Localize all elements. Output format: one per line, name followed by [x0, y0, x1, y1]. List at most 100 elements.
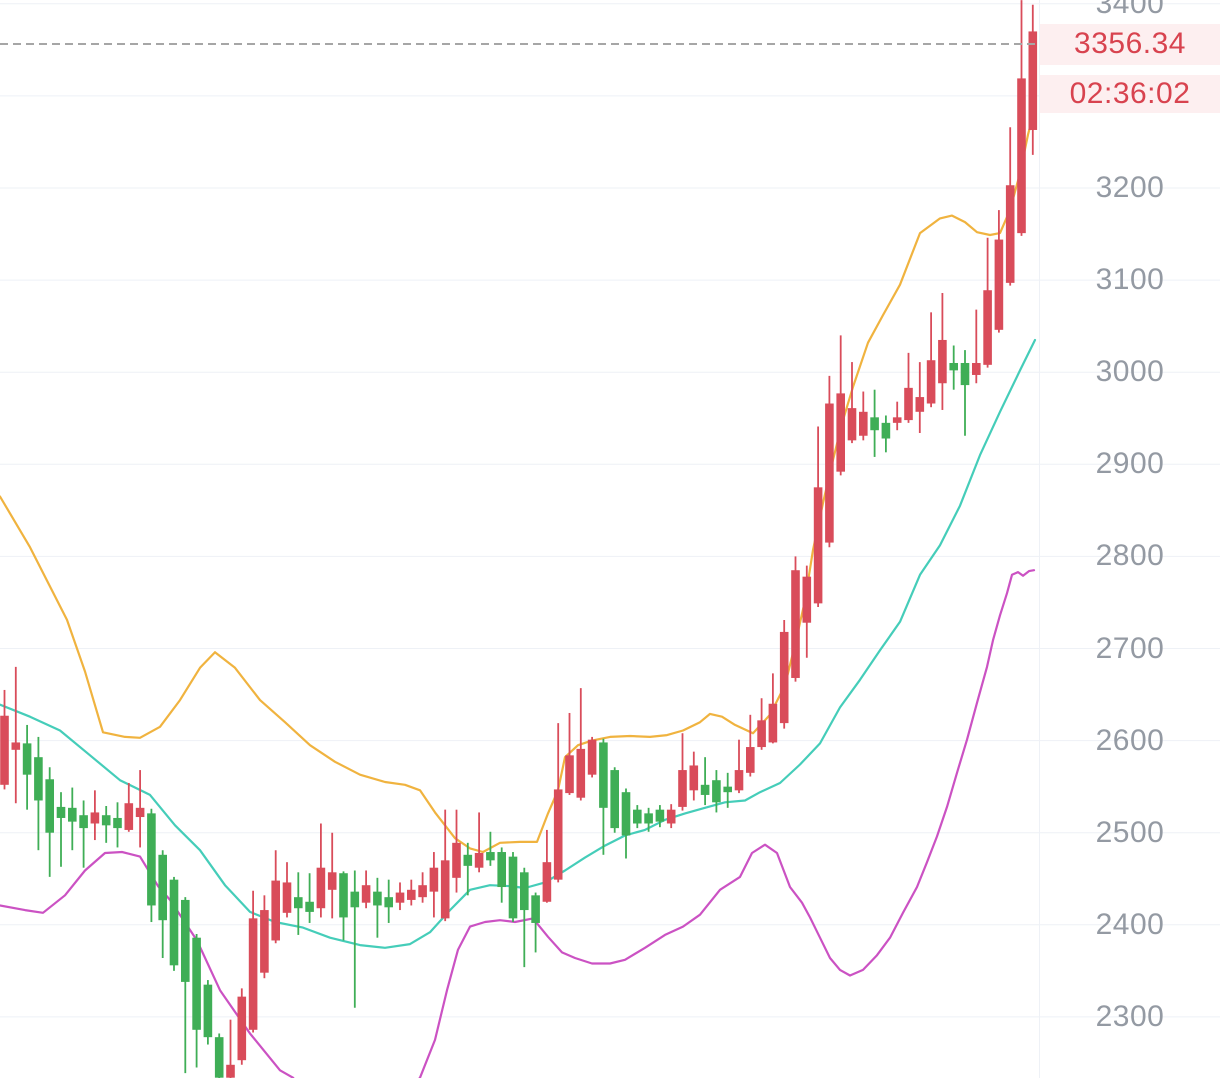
candle-body	[960, 362, 970, 386]
candle-body	[384, 897, 393, 908]
candle-body	[746, 747, 755, 773]
y-axis-label: 3200	[1095, 171, 1165, 204]
y-axis-label: 2800	[1095, 539, 1165, 573]
candle-body	[101, 815, 111, 826]
current-price-label: 3356.34	[1040, 23, 1220, 65]
candle-body	[644, 813, 653, 824]
candle-body	[56, 806, 66, 818]
candle-body	[655, 809, 665, 822]
candle-body	[553, 789, 563, 880]
candle-body	[169, 879, 179, 966]
candle-body	[599, 742, 608, 808]
candle-body	[0, 715, 9, 785]
middle-band-line	[0, 338, 1037, 949]
candle-body	[938, 339, 947, 384]
candle-body	[68, 807, 77, 822]
candle-body	[327, 872, 337, 890]
candle-body	[542, 862, 552, 902]
y-axis-label: 2500	[1095, 815, 1165, 849]
candle-body	[531, 895, 540, 923]
lower-band-line	[0, 569, 1036, 1078]
candle-body	[847, 408, 857, 441]
candle-body	[452, 842, 461, 878]
candle-body	[734, 770, 744, 791]
candle-body	[892, 417, 902, 423]
candle-body	[915, 397, 925, 412]
candle-body	[429, 867, 439, 892]
candle-body	[79, 815, 88, 829]
candle-body	[373, 891, 382, 906]
candle-body	[282, 882, 292, 913]
candle-body	[757, 720, 766, 748]
candle-body	[463, 854, 473, 866]
candle-body	[723, 786, 732, 793]
candle-body	[813, 487, 823, 604]
candle-body	[633, 809, 642, 824]
candle-body	[565, 755, 574, 794]
candle-body	[779, 631, 789, 724]
candle-body	[45, 779, 54, 833]
candles-layer	[0, 0, 1038, 1078]
candle-body	[700, 784, 710, 795]
y-axis-label: 2300	[1095, 999, 1165, 1033]
y-axis-label: 3100	[1095, 263, 1165, 297]
candle-body	[712, 780, 721, 803]
candle-body	[508, 856, 518, 919]
candle-body	[158, 854, 167, 921]
candle-body	[666, 809, 676, 824]
candle-body	[576, 748, 586, 798]
candle-body	[836, 393, 845, 472]
candle-body	[22, 743, 32, 775]
candle-body	[994, 239, 1004, 330]
candle-body	[418, 885, 427, 898]
y-axis-label: 2900	[1095, 447, 1165, 481]
candle-body	[395, 892, 405, 903]
candle-body	[610, 770, 619, 829]
candle-body	[972, 362, 981, 375]
candle-body	[949, 362, 958, 371]
candle-body	[881, 422, 891, 439]
candle-body	[305, 901, 314, 912]
candle-body	[1017, 78, 1026, 234]
candle-body	[621, 792, 631, 836]
candle-body	[791, 570, 800, 678]
candle-body	[926, 360, 936, 404]
candle-body	[859, 411, 868, 436]
y-axis-label: 2600	[1095, 723, 1165, 757]
current-price-value: 3356.34	[1074, 27, 1186, 60]
y-axis-label: 2700	[1095, 631, 1165, 665]
candle-body	[181, 899, 190, 982]
candle-body	[768, 703, 778, 743]
y-axis-label: 2400	[1095, 907, 1165, 941]
candle-body	[1005, 185, 1015, 283]
candle-body	[203, 984, 213, 1038]
y-axis-label: 3000	[1095, 355, 1165, 389]
candle-body	[260, 910, 269, 973]
candle-body	[147, 813, 156, 906]
candle-body	[474, 852, 484, 868]
candle-body	[440, 860, 450, 919]
candle-body	[135, 807, 145, 818]
candle-body	[689, 765, 699, 791]
candle-body	[350, 891, 360, 908]
candle-body	[1028, 31, 1038, 130]
candle-body	[587, 739, 597, 775]
candle-body	[983, 290, 992, 365]
candle-body	[825, 403, 834, 543]
candle-body	[271, 880, 280, 941]
candle-body	[124, 803, 134, 830]
upper-band-line	[0, 106, 1037, 854]
countdown-value: 02:36:02	[1069, 77, 1191, 110]
candle-body	[248, 918, 258, 1030]
candle-body	[678, 770, 687, 807]
candle-body	[904, 387, 913, 421]
candle-body	[113, 817, 122, 829]
candle-body	[294, 897, 303, 909]
candle-body	[237, 996, 247, 1061]
candle-body	[870, 417, 879, 431]
candle-countdown-timer: 02:36:02	[1040, 75, 1220, 113]
candle-body	[11, 742, 21, 750]
